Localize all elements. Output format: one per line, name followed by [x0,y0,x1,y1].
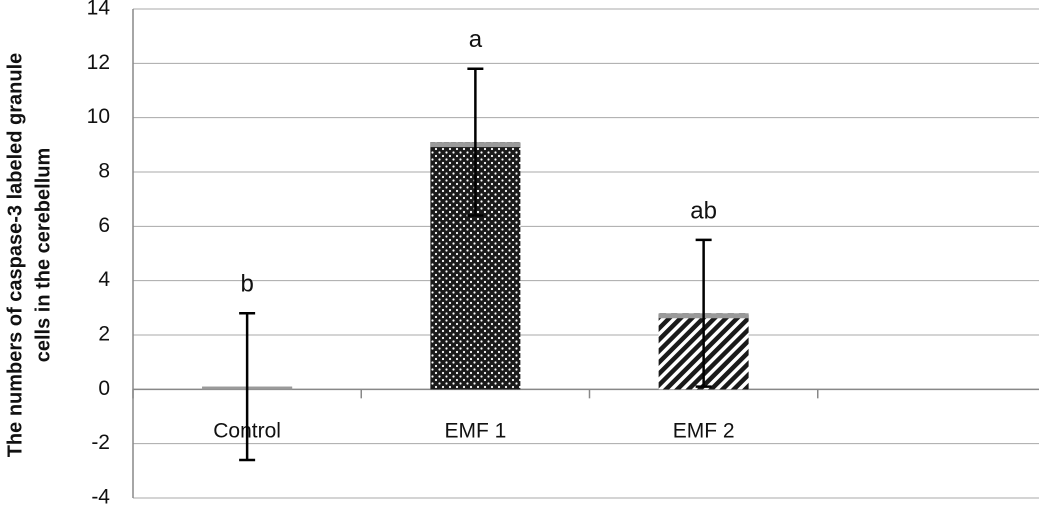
y-axis-label-line: The numbers of caspase-3 labeled granule [4,53,26,458]
y-tick-label: 4 [98,268,110,291]
y-tick-label: 8 [98,160,110,183]
y-tick-label: 6 [98,214,110,237]
significance-letter: ab [690,197,717,224]
y-axis-label-line: cells in the cerebellum [32,148,54,363]
y-tick-label: -2 [91,431,110,454]
y-axis-label: The numbers of caspase-3 labeled granule… [4,53,54,458]
y-tick-label: 10 [87,105,110,128]
x-tick-label: EMF 2 [673,420,735,443]
x-tick-label: EMF 1 [444,420,506,443]
significance-letter: b [240,271,253,298]
significance-letter: a [469,26,483,53]
y-tick-label: 2 [98,323,110,346]
y-tick-label: 12 [87,51,110,74]
y-tick-label: -4 [91,486,110,509]
y-tick-label: 14 [87,0,111,20]
y-tick-label: 0 [98,377,110,400]
